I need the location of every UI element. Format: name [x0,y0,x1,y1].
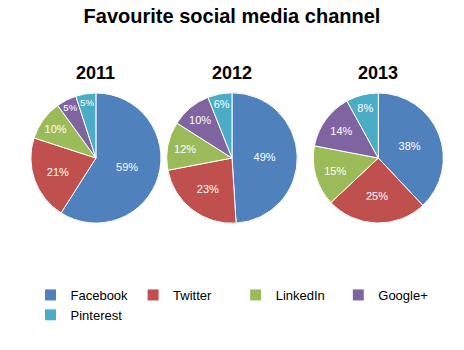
svg-text:Pinterest: Pinterest [71,308,123,323]
svg-text:8%: 8% [357,102,373,114]
svg-text:10%: 10% [45,123,67,135]
svg-text:49%: 49% [254,151,276,163]
svg-text:23%: 23% [197,183,219,195]
svg-text:25%: 25% [366,190,388,202]
svg-text:2012: 2012 [212,63,252,83]
svg-text:59%: 59% [116,161,138,173]
svg-text:21%: 21% [47,166,69,178]
svg-text:Google+: Google+ [378,288,428,303]
svg-text:5%: 5% [80,97,94,108]
svg-text:38%: 38% [399,140,421,152]
svg-text:Favourite social media channel: Favourite social media channel [84,5,381,27]
svg-text:2013: 2013 [358,63,398,83]
svg-text:Facebook: Facebook [71,288,129,303]
svg-text:LinkedIn: LinkedIn [276,288,325,303]
svg-text:12%: 12% [174,143,196,155]
svg-text:10%: 10% [189,114,211,126]
svg-text:15%: 15% [324,165,346,177]
svg-text:2011: 2011 [76,63,115,83]
svg-text:6%: 6% [214,98,230,110]
svg-text:14%: 14% [330,125,352,137]
svg-text:5%: 5% [63,102,77,113]
svg-text:Twitter: Twitter [173,288,212,303]
